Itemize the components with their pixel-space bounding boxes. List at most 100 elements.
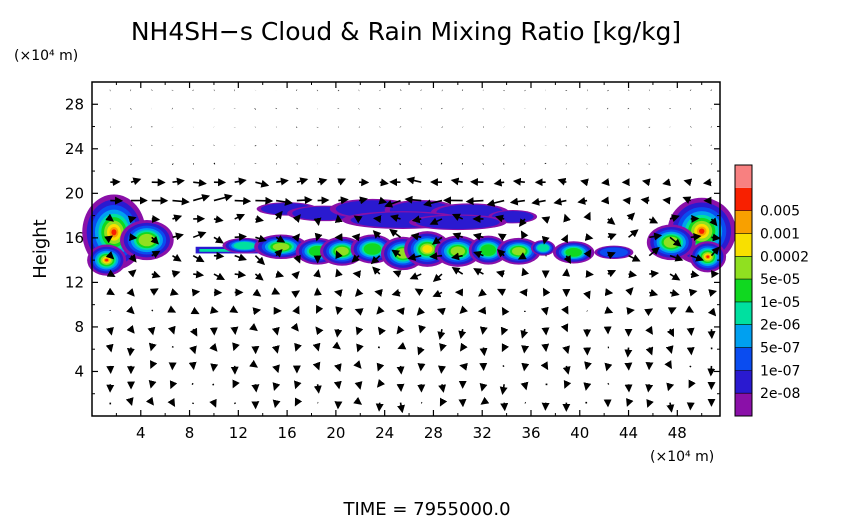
wind-arrow (192, 231, 207, 239)
colorbar-swatch (735, 324, 752, 348)
plot-area (82, 82, 736, 416)
wind-arrow (209, 343, 218, 352)
wind-arrow (370, 255, 381, 265)
wind-arrow (669, 236, 682, 247)
wind-arrow (411, 215, 422, 224)
wind-arrow (685, 305, 695, 313)
wind-arrow (272, 399, 281, 409)
wind-arrow (147, 326, 156, 336)
wind-arrow (486, 199, 505, 207)
wind-arrow (335, 268, 343, 278)
wind-arrow (451, 213, 464, 221)
wind-arrow (709, 217, 718, 227)
wind-arrow (409, 272, 422, 280)
wind-arrow (376, 379, 386, 388)
wind-arrow (708, 289, 718, 297)
wind-arrow (313, 384, 322, 394)
wind-arrow (473, 268, 484, 276)
wind-arrow (172, 177, 185, 186)
wind-arrow (669, 214, 680, 223)
wind-arrow (662, 196, 671, 205)
wind-arrow (512, 177, 525, 186)
wind-arrow (351, 254, 360, 263)
wind-arrow (465, 197, 484, 206)
wind-arrow (234, 253, 247, 262)
colorbar-label: 5e-05 (760, 272, 800, 288)
wind-arrow (561, 305, 569, 315)
wind-arrow (255, 215, 264, 224)
wind-arrow (129, 233, 138, 242)
wind-arrow (232, 379, 240, 389)
wind-arrow (624, 347, 633, 358)
colorbar: 2e-08 1e-07 5e-07 2e-06 1e-05 5e-05 0.0002 0.00… (734, 164, 809, 417)
wind-arrow (294, 342, 302, 352)
main-cloud-band (537, 244, 550, 252)
wind-arrow (127, 215, 137, 224)
wind-arrow (429, 252, 443, 261)
wind-arrow (429, 217, 443, 225)
wind-arrow (148, 342, 157, 352)
chart-title: NH4SH−s Cloud & Rain Mixing Ratio [kg/kg… (131, 17, 681, 46)
wind-arrow (127, 269, 137, 278)
wind-arrow (104, 235, 114, 244)
wind-arrow (438, 384, 447, 393)
wind-arrow (376, 362, 385, 372)
wind-arrow (584, 361, 592, 371)
wind-arrow (125, 397, 134, 406)
wind-arrow (397, 342, 407, 350)
wind-arrow (432, 289, 443, 298)
wind-arrow (372, 230, 382, 239)
wind-arrow (628, 270, 638, 279)
wind-arrow (233, 402, 237, 405)
wind-arrow (334, 289, 343, 298)
wind-arrow (337, 178, 347, 186)
wind-arrow (648, 246, 660, 257)
wind-arrow (690, 254, 704, 262)
wind-arrow (664, 360, 672, 370)
main-cloud-band (233, 241, 256, 250)
wind-arrow (126, 347, 135, 357)
wind-arrow (213, 251, 225, 260)
wind-arrow (290, 322, 299, 332)
wind-arrow (192, 254, 205, 263)
wind-arrow (662, 178, 671, 187)
wind-arrow (493, 178, 505, 187)
y-tick-label: 28 (65, 95, 84, 113)
wind-arrow (501, 306, 510, 316)
wind-arrow (396, 325, 405, 335)
wind-arrow (392, 270, 402, 278)
wind-arrow (583, 211, 591, 221)
wind-arrow (126, 305, 135, 315)
wind-arrow (410, 232, 422, 241)
wind-arrow (171, 345, 174, 348)
wind-arrow (459, 305, 468, 315)
wind-arrow (234, 213, 246, 222)
wind-arrow (372, 266, 381, 275)
wind-arrow (437, 328, 446, 340)
main-cloud-band (511, 247, 526, 256)
wind-arrow (172, 232, 184, 241)
colorbar-label: 2e-08 (760, 386, 800, 402)
y-axis-label: Height (30, 219, 51, 279)
wind-arrow (172, 253, 182, 262)
wind-arrow (230, 326, 239, 335)
colorbar-label: 0.001 (760, 226, 800, 242)
wind-arrow (128, 253, 137, 263)
wind-arrow (313, 269, 321, 278)
wind-arrow (604, 362, 613, 372)
wind-arrow (375, 402, 384, 412)
wind-arrow (541, 235, 550, 245)
colorbar-frame (734, 164, 753, 417)
wind-arrow (212, 383, 215, 386)
cloud-cell-39 (565, 247, 582, 257)
wind-arrow (607, 233, 617, 241)
wind-arrow (332, 341, 341, 350)
wind-arrow (583, 290, 591, 300)
main-cloud-band (422, 245, 433, 253)
x-tick-label: 44 (619, 424, 638, 442)
wind-arrow (667, 307, 677, 315)
wind-arrow (520, 381, 529, 391)
wind-arrow (406, 176, 422, 185)
wind-arrow (213, 193, 233, 202)
right-edge-storm (706, 255, 710, 259)
